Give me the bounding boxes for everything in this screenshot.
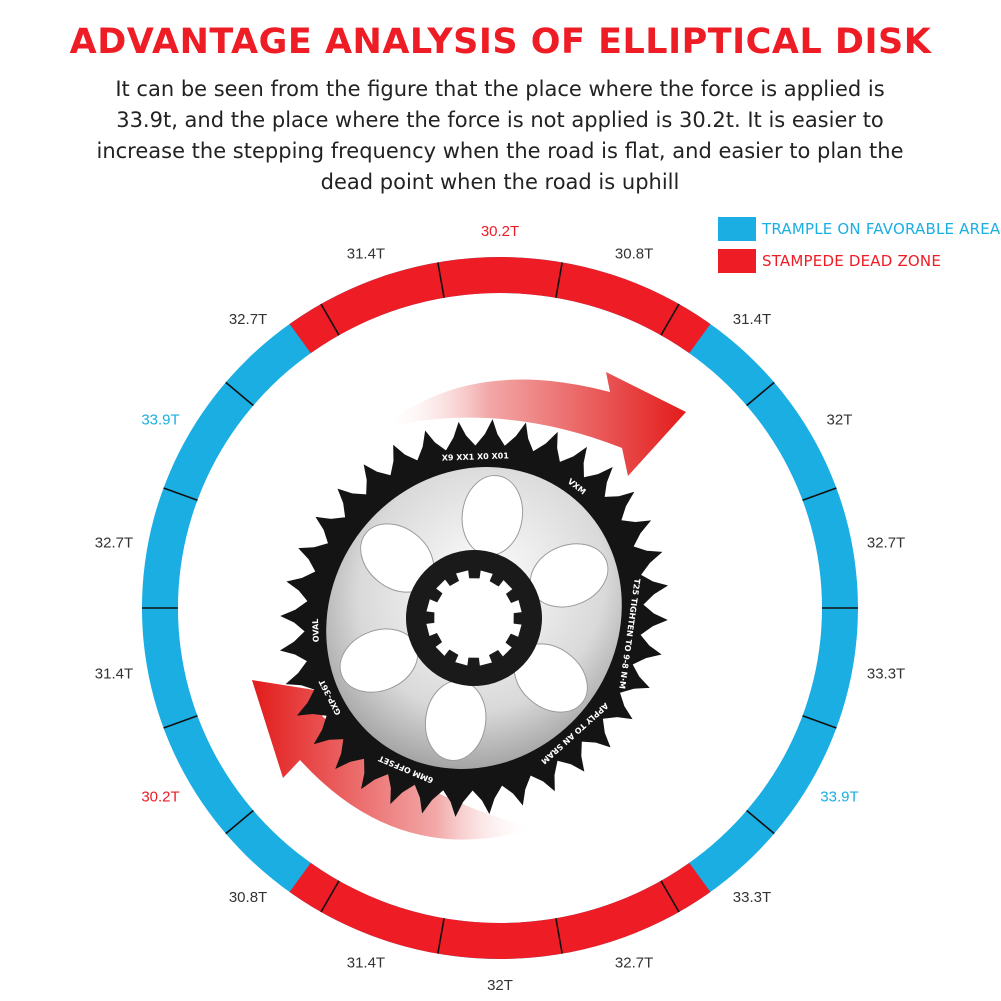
- ring-tick: [320, 303, 340, 336]
- chainring-band: [305, 445, 643, 791]
- ring-tick: [225, 809, 254, 835]
- legend: TRAMPLE ON FAVORABLE AREA STAMPEDE DEAD …: [718, 216, 1001, 280]
- tooth-count-label: 31.4T: [347, 954, 385, 971]
- ring-tick: [660, 303, 680, 336]
- ring-tick: [802, 714, 837, 729]
- tooth-count-ring: [141, 257, 858, 960]
- ring-tick: [555, 918, 563, 954]
- legend-item-favorable: TRAMPLE ON FAVORABLE AREA: [718, 216, 1001, 242]
- tooth-count-label: 30.2T: [141, 789, 179, 806]
- tooth-count-label: 30.8T: [615, 246, 653, 263]
- tooth-count-label: 31.4T: [347, 246, 385, 263]
- tooth-count-label: 31.4T: [733, 311, 771, 328]
- tooth-count-label: 30.2T: [481, 223, 519, 240]
- rotation-arrow-top-icon: [382, 372, 686, 476]
- tooth-count-label: 33.3T: [867, 665, 905, 682]
- ring-tick: [802, 487, 837, 502]
- tooth-count-label: 32T: [487, 977, 513, 994]
- tooth-count-labels: 30.2T 30.8T 31.4T 32T 32.7T 33.3T 33.9T 33.3T 32…: [95, 223, 905, 994]
- ring-tick: [437, 918, 445, 954]
- gear-engraved-text: X9 XX1 X0 X01: [442, 451, 510, 462]
- dead-zone-arc-top: [289, 257, 711, 354]
- tooth-count-label: 32.7T: [867, 535, 905, 552]
- legend-swatch-dead-zone: [718, 249, 756, 273]
- tooth-count-label: 33.9T: [820, 789, 858, 806]
- ring-tick: [746, 809, 775, 835]
- legend-label-favorable: TRAMPLE ON FAVORABLE AREA: [762, 220, 1001, 238]
- rotation-arrow-bottom-icon: [252, 680, 535, 840]
- tooth-count-label: 32.7T: [615, 954, 653, 971]
- ring-tick: [660, 880, 680, 913]
- ring-tick: [437, 262, 445, 298]
- gear-engraved-text: OVAL: [311, 619, 321, 643]
- tooth-count-label: 33.3T: [733, 889, 771, 906]
- splined-bore: [426, 570, 522, 666]
- page-title: ADVANTAGE ANALYSIS OF ELLIPTICAL DISK: [69, 22, 932, 62]
- description-text: It can be seen from the figure that the …: [96, 77, 904, 194]
- tooth-count-label: 31.4T: [95, 665, 133, 682]
- legend-label-dead-zone: STAMPEDE DEAD ZONE: [762, 252, 942, 270]
- ring-tick: [555, 262, 563, 298]
- tooth-count-label: 33.9T: [141, 412, 179, 429]
- ring-tick: [163, 487, 198, 502]
- legend-swatch-favorable: [718, 217, 756, 241]
- legend-item-dead-zone: STAMPEDE DEAD ZONE: [718, 248, 1001, 274]
- ring-tick: [320, 880, 340, 913]
- rotation-arrows: [252, 372, 686, 840]
- ring-tick: [746, 381, 775, 407]
- dead-zone-arc-bottom: [289, 862, 711, 959]
- tooth-count-label: 32.7T: [95, 535, 133, 552]
- ring-tick: [163, 714, 198, 729]
- ring-tick: [225, 381, 254, 407]
- tooth-count-label: 30.8T: [229, 889, 267, 906]
- tooth-count-label: 32T: [827, 412, 853, 429]
- tooth-count-label: 32.7T: [229, 311, 267, 328]
